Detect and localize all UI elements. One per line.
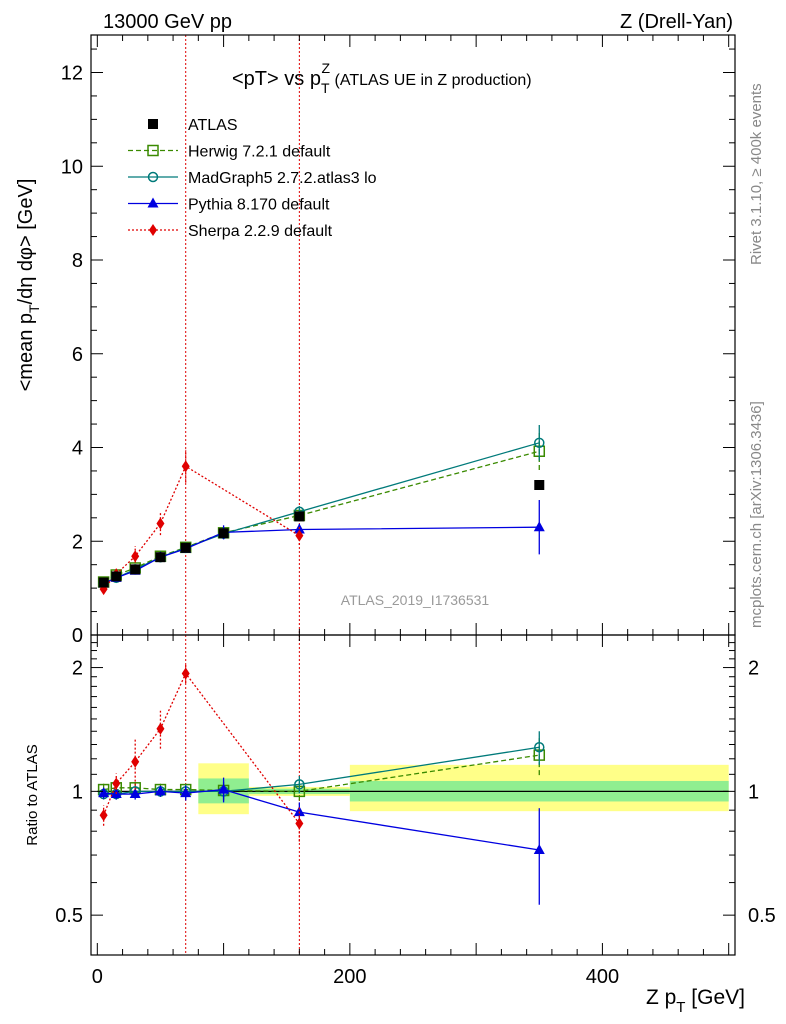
legend: ATLAS Herwig 7.2.1 default MadGraph5 2.7.2… [128,117,377,240]
x-tick-label: 0 [92,966,103,988]
main-atlas-point [218,528,229,539]
ratio-pythia-8-170-default-point [180,787,192,798]
y-tick-label: 0 [72,625,83,647]
y-tick-label: 10 [61,156,83,178]
ratio-pythia-8-170-default-point [533,844,545,855]
y-tick-label: 8 [72,250,83,272]
ratio-y-tick-label: 0.5 [55,905,83,927]
ratio-sherpa-2-2-9-default-point [99,809,108,822]
y-tick-label: 6 [72,344,83,366]
legend-herwig-7-2-1-default-marker [147,144,159,157]
legend-pythia-8-170-default-marker [147,197,159,208]
legend-pythia-8-170-default-label: Pythia 8.170 default [188,197,330,214]
main-pythia-8-170-default-line [103,526,540,585]
y-tick-label: 12 [61,63,83,85]
ratio-pythia-8-170-default-point [293,806,305,817]
main-herwig-7-2-1-default-line [103,450,540,583]
legend-atlas-marker [148,119,158,129]
legend-atlas-label: ATLAS [188,117,238,134]
main-atlas-point [180,542,191,553]
ratio-pythia-8-170-default-point [154,785,166,796]
legend-sherpa-2-2-9-default-label: Sherpa 2.2.9 default [188,223,333,240]
x-tick-label: 400 [586,966,619,988]
main-atlas-point [534,480,545,490]
ratio-pythia-8-170-default-point [218,783,230,794]
ratio-y-tick-label: 2 [72,658,83,680]
main-atlas-point [111,571,122,582]
main-madgraph5-2-7-2-atlas3-lo-line [103,442,540,585]
analysis-watermark: ATLAS_2019_I1736531 [341,592,490,608]
legend-herwig-7-2-1-default-label: Herwig 7.2.1 default [188,144,331,161]
ratio-sherpa-2-2-9-default-point [181,667,190,680]
main-series [97,425,546,596]
ratio-sherpa-2-2-9-default-point [131,755,140,768]
main-sherpa-2-2-9-default-point [295,529,304,542]
x-axis-label: Z pT [GeV] [646,986,745,1016]
main-atlas-point [130,564,141,575]
rivet-label: Rivet 3.1.10, ≥ 400k events [748,83,765,265]
ratio-sherpa-2-2-9-default-point [156,722,165,735]
mcplots-label: mcplots.cern.ch [arXiv:1306.3436] [748,401,765,628]
ratio-y-axis-label: Ratio to ATLAS [24,744,41,845]
main-atlas-point [294,511,305,522]
legend-madgraph5-2-7-2-atlas3-lo-marker [147,171,159,183]
ratio-y-tick-label: 1 [72,781,83,803]
main-atlas-point [155,552,166,563]
y-tick-label: 2 [72,531,83,553]
ratio-plot-frame [90,634,736,956]
main-atlas-point [98,577,109,588]
chart-title: <pT> vs pTZ (ATLAS UE in Z production) [232,60,532,96]
x-tick-label: 200 [333,966,366,988]
legend-sherpa-2-2-9-default-marker [149,224,157,236]
ratio-sherpa-2-2-9-default-point [112,777,121,790]
header-left: 13000 GeV pp [103,11,232,33]
header-right: Z (Drell-Yan) [620,11,733,33]
main-madgraph5-2-7-2-atlas3-lo-point [534,437,545,449]
ratio-sherpa-2-2-9-default-line [103,672,300,824]
legend-madgraph5-2-7-2-atlas3-lo-label: MadGraph5 2.7.2.atlas3 lo [188,170,377,187]
ratio-uncertainty-bands [97,763,729,815]
ratio-series [97,664,546,905]
ratio-y-tick-label-right: 2 [748,658,759,680]
ratio-pythia-8-170-default-point [98,787,110,798]
main-sherpa-2-2-9-default-point [156,517,165,530]
ratio-sherpa-2-2-9-default-point [295,817,304,830]
reference-lines [185,35,300,955]
y-tick-label: 4 [72,438,83,460]
ratio-y-tick-label-right: 0.5 [748,905,776,927]
main-sherpa-2-2-9-default-point [181,460,190,473]
ratio-pythia-8-170-default-point [129,788,141,799]
ratio-madgraph5-2-7-2-atlas3-lo-point [294,779,305,790]
main-sherpa-2-2-9-default-point [131,550,140,563]
ratio-y-tick-label-right: 1 [748,781,759,803]
y-axis-label: <mean pT/dη dφ> [GeV] [15,179,42,392]
main-pythia-8-170-default-point [533,521,545,532]
ratio-madgraph5-2-7-2-atlas3-lo-point [534,742,545,753]
